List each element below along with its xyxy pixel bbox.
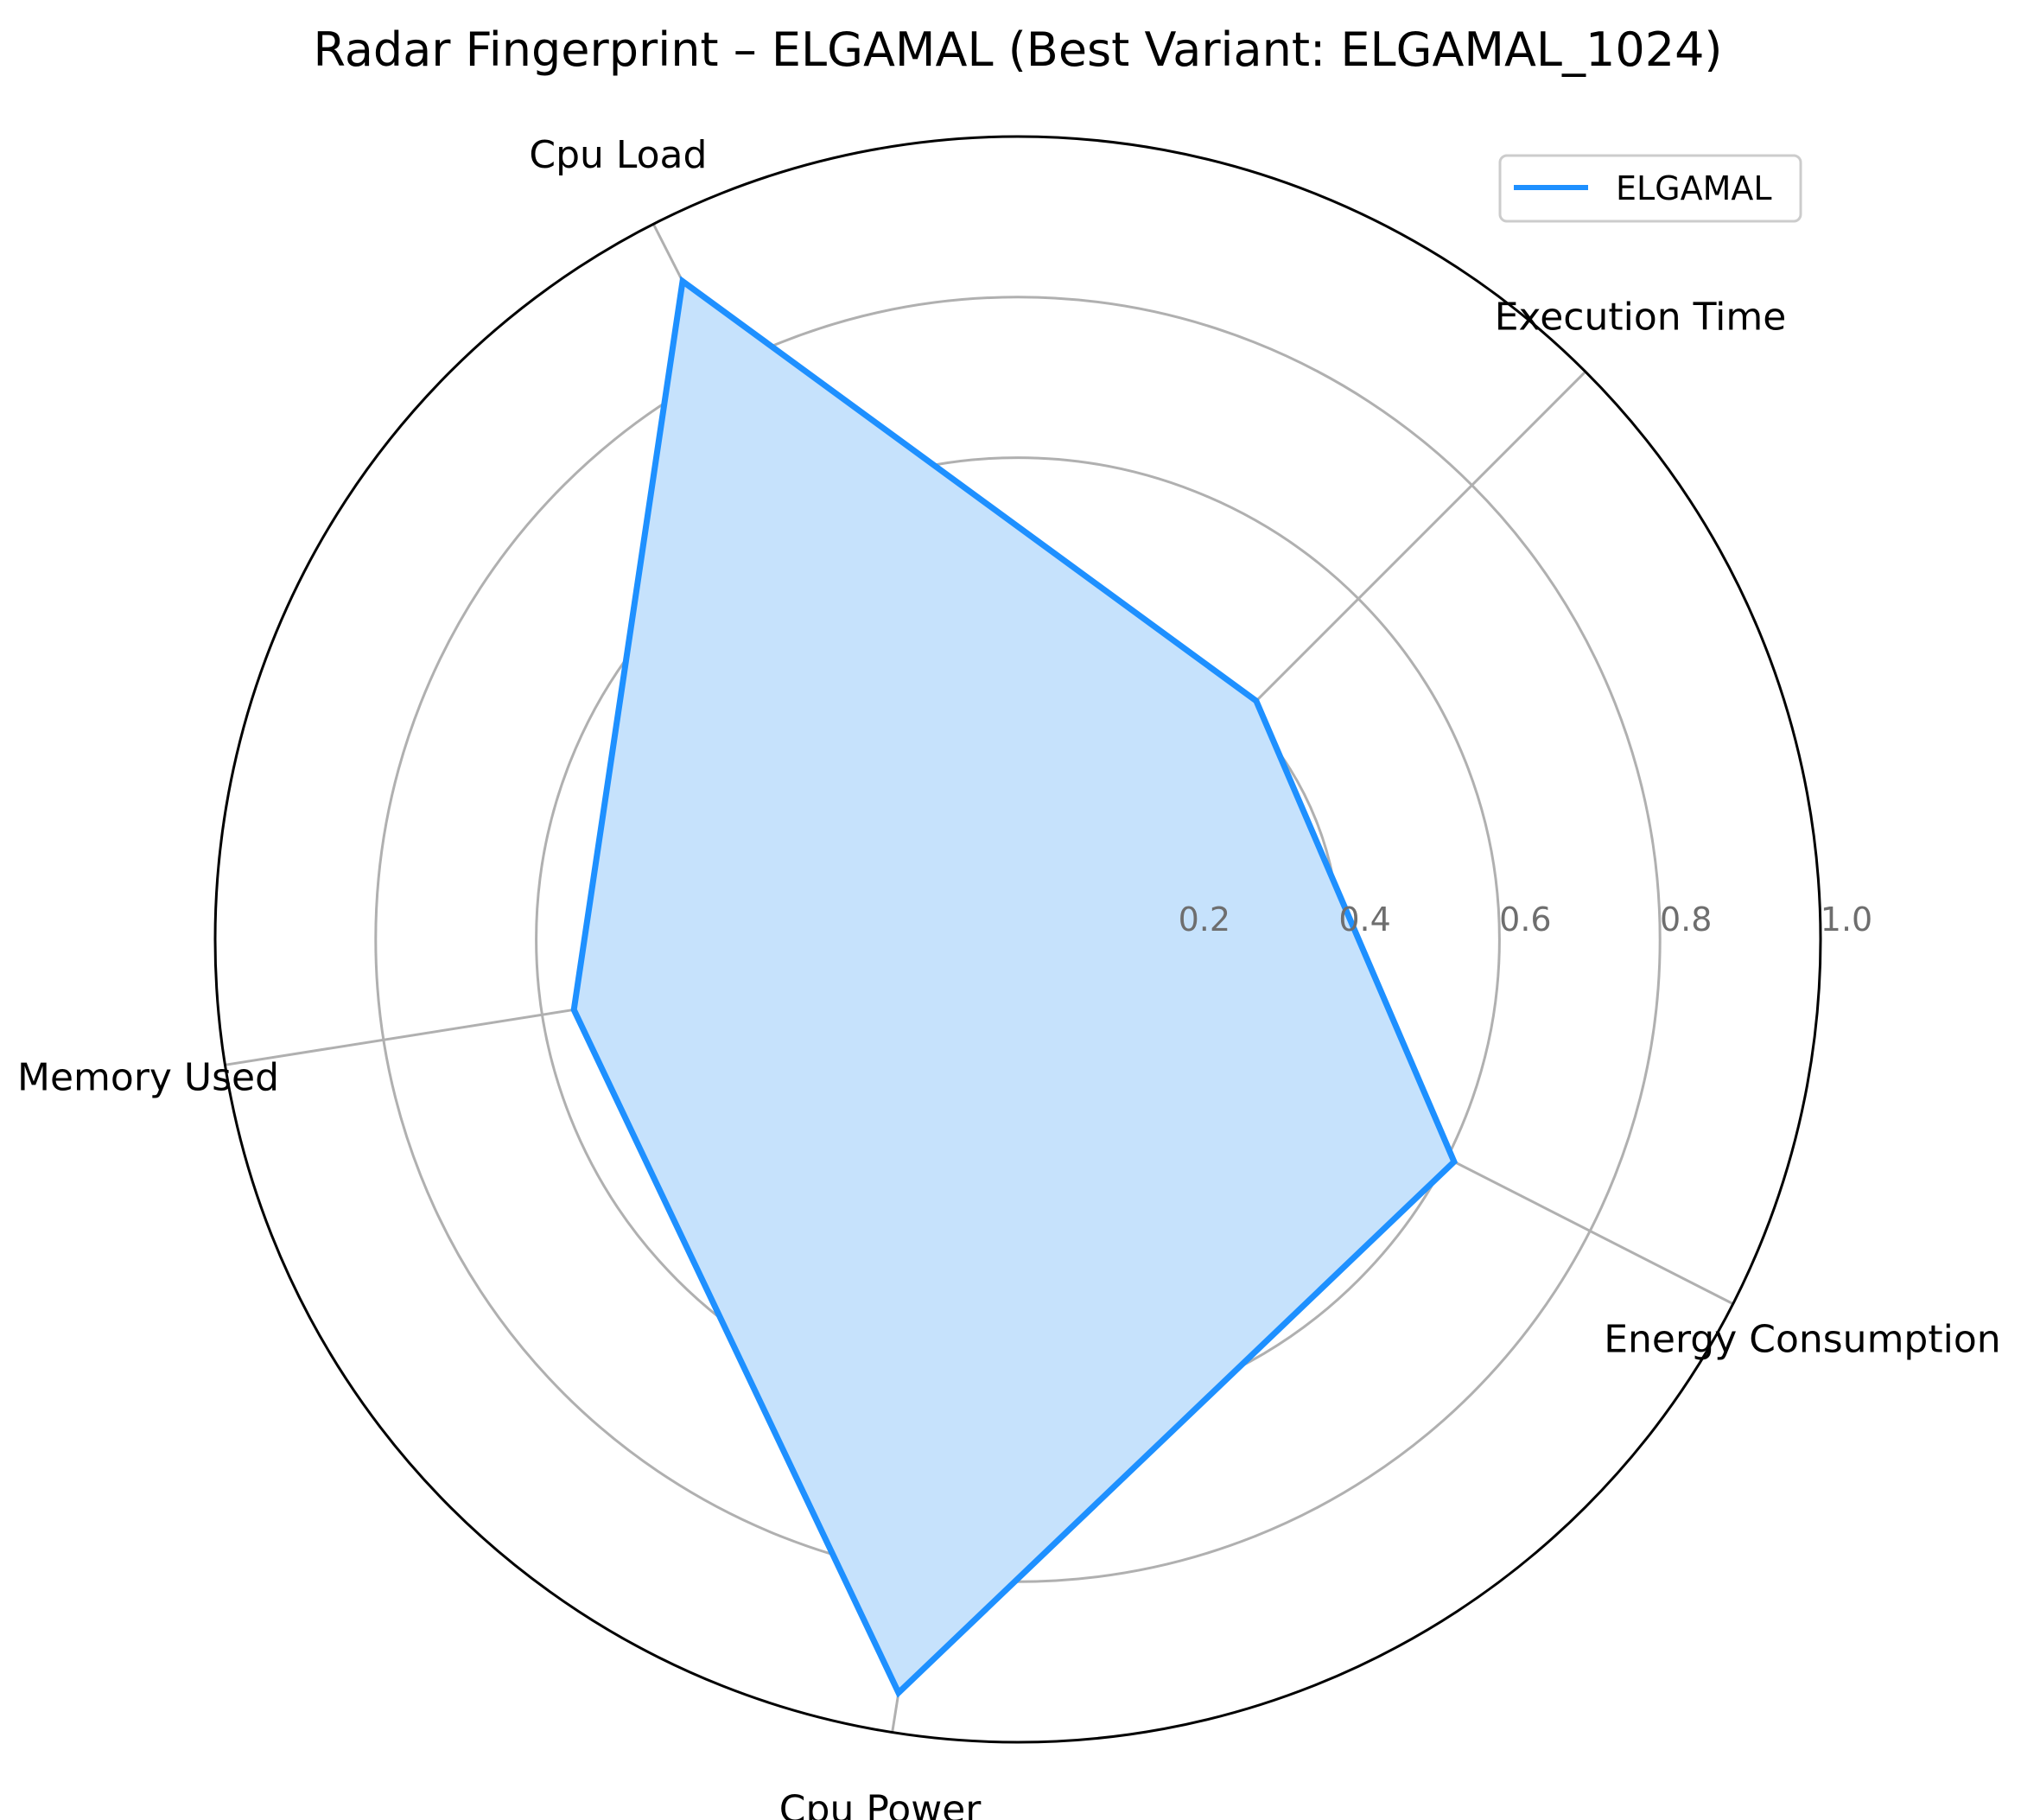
category-label-1: Cpu Load (529, 133, 707, 177)
tick-label-3: 0.8 (1660, 900, 1712, 939)
outer-circle (213, 135, 1822, 1744)
data-point-0-2 (573, 1009, 575, 1010)
category-labels: Execution Time Cpu Load Memory Used Cpu Pow… (17, 133, 2001, 1820)
tick-label-0: 0.2 (1179, 900, 1230, 939)
outer-frame (213, 135, 1822, 1744)
series-line-0 (570, 276, 1459, 1698)
category-label-3: Cpu Power (779, 1787, 982, 1820)
series-fill-0 (574, 281, 1454, 1693)
tick-label-1: 0.4 (1338, 900, 1390, 939)
legend-box (1498, 154, 1802, 223)
legend: ELGAMAL (1498, 154, 1802, 223)
category-label-4: Energy Consumption (1604, 1318, 2000, 1362)
legend-label-elgamal: ELGAMAL (1616, 169, 1772, 207)
series-layer (570, 276, 1459, 1698)
data-point-0-1 (682, 280, 683, 282)
data-point-0-3 (898, 1692, 899, 1694)
radial-tick-labels: 0.2 0.4 0.6 0.8 1.0 (1179, 900, 1873, 939)
data-point-0-0 (1255, 700, 1257, 702)
tick-label-4: 1.0 (1821, 900, 1872, 939)
tick-label-2: 0.6 (1499, 900, 1551, 939)
data-point-0-4 (1453, 1161, 1455, 1162)
category-label-2: Memory Used (17, 1055, 279, 1099)
chart-title: Radar Fingerprint – ELGAMAL (Best Varian… (314, 22, 1723, 77)
category-label-0: Execution Time (1495, 295, 1787, 339)
